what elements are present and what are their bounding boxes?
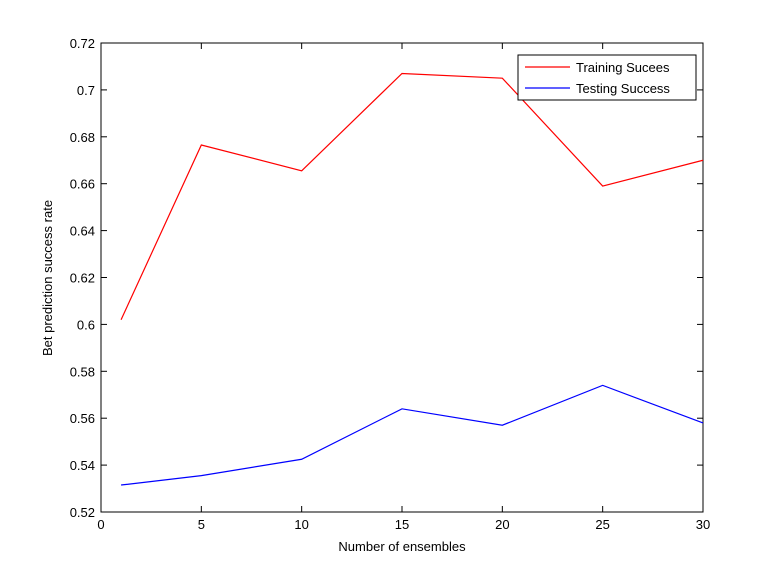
legend-label-testing: Testing Success: [576, 81, 670, 96]
legend: Training Sucees Testing Success: [517, 54, 697, 101]
y-tick-label: 0.52: [70, 505, 95, 520]
y-axis-label: Bet prediction success rate: [40, 200, 55, 356]
x-axis-label: Number of ensembles: [338, 539, 466, 554]
x-tick-label: 25: [595, 517, 609, 532]
x-tick-label: 5: [198, 517, 205, 532]
y-tick-label: 0.7: [77, 83, 95, 98]
x-tick-label: 20: [495, 517, 509, 532]
x-tick-label: 0: [97, 517, 104, 532]
y-tick-label: 0.6: [77, 317, 95, 332]
y-tick-label: 0.58: [70, 364, 95, 379]
y-tick-label: 0.62: [70, 271, 95, 286]
plot-area: [100, 42, 704, 513]
y-tick-label: 0.54: [70, 458, 95, 473]
y-tick-label: 0.68: [70, 130, 95, 145]
y-tick-label: 0.64: [70, 224, 95, 239]
axis-ticks: 0 5 10 15 20 25 30 0.52 0.54 0.56 0.58 0.6 0.62 0.64 0…: [70, 36, 711, 532]
y-tick-label: 0.66: [70, 177, 95, 192]
y-tick-label: 0.72: [70, 36, 95, 51]
x-tick-label: 30: [696, 517, 710, 532]
training-success-line: [120, 72, 704, 320]
testing-success-line: [121, 384, 704, 486]
y-tick-label: 0.56: [70, 411, 95, 426]
x-tick-label: 15: [395, 517, 409, 532]
legend-label-training: Training Sucees: [576, 60, 670, 75]
x-tick-label: 10: [294, 517, 308, 532]
series-lines: [120, 72, 704, 486]
legend-box: [517, 54, 697, 101]
